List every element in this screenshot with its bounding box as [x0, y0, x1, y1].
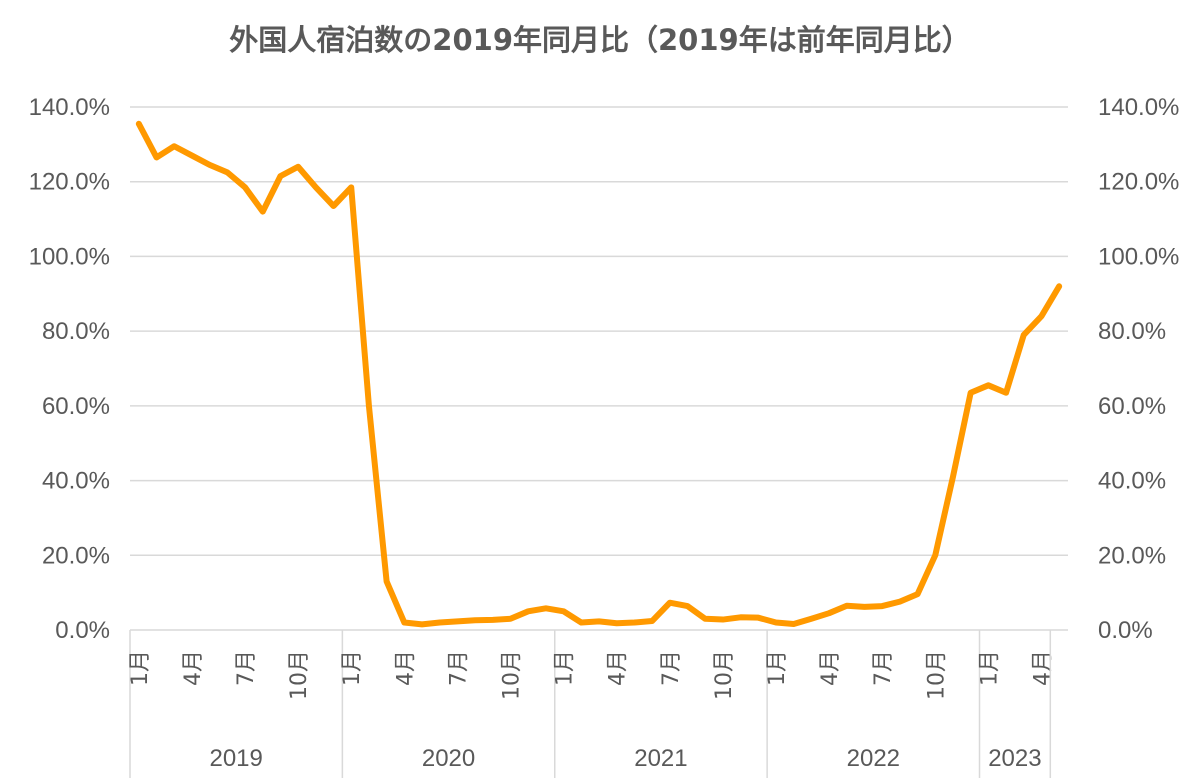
x-tick-label-month: 10月 — [712, 650, 737, 700]
y-axis-right-ticks: 0.0% 20.0% 40.0% 60.0% 80.0% 100.0% 120.0% 140.… — [1098, 94, 1179, 644]
x-tick-label-month: 10月 — [924, 650, 949, 700]
y-tick-label-right: 20.0% — [1098, 542, 1166, 569]
gridlines — [130, 106, 1068, 631]
x-tick-label-month: 1月 — [977, 650, 1002, 686]
x-axis: 1月 4月 7月 10月 2019 1月 4月 7月 10月 2020 1月 4月 7月 10月 2021 1… — [128, 630, 1055, 778]
x-tick-label-month: 7月 — [659, 650, 684, 686]
x-tick-label-month: 4月 — [181, 650, 206, 686]
y-axis-left-ticks: 0.0% 20.0% 40.0% 60.0% 80.0% 100.0% 120.0% 140.… — [29, 94, 110, 644]
x-tick-label-month: 4月 — [393, 650, 418, 686]
x-tick-label-month: 4月 — [606, 650, 631, 686]
y-tick-label-right: 60.0% — [1098, 393, 1166, 420]
x-tick-label-month: 4月 — [818, 650, 843, 686]
x-group-label-year: 2022 — [847, 745, 900, 772]
x-group-label-year: 2020 — [422, 745, 475, 772]
y-tick-label-right: 100.0% — [1098, 243, 1179, 270]
y-tick-label-right: 40.0% — [1098, 468, 1166, 495]
y-tick-label-right: 140.0% — [1098, 94, 1179, 121]
x-tick-label-month: 1月 — [340, 650, 365, 686]
x-tick-label-month: 4月 — [1030, 650, 1055, 686]
y-tick-label-left: 20.0% — [42, 542, 110, 569]
x-group-label-year: 2019 — [209, 745, 262, 772]
x-tick-label-month: 10月 — [500, 650, 525, 700]
chart-title: 外国人宿泊数の2019年同月比（2019年は前年同月比） — [229, 23, 970, 57]
x-tick-label-month: 7月 — [871, 650, 896, 686]
y-tick-label-left: 140.0% — [29, 94, 110, 121]
series-layer — [135, 120, 1063, 628]
series-line — [135, 120, 1063, 628]
x-tick-label-month: 7月 — [234, 650, 259, 686]
y-tick-label-right: 0.0% — [1098, 617, 1153, 644]
y-tick-label-left: 60.0% — [42, 393, 110, 420]
y-tick-label-right: 120.0% — [1098, 169, 1179, 196]
y-tick-label-left: 100.0% — [29, 243, 110, 270]
x-tick-label-month: 1月 — [553, 650, 578, 686]
x-group-label-year: 2023 — [988, 745, 1041, 772]
x-tick-label-month: 1月 — [765, 650, 790, 686]
x-tick-label-month: 7月 — [446, 650, 471, 686]
y-tick-label-right: 80.0% — [1098, 318, 1166, 345]
y-tick-label-left: 40.0% — [42, 468, 110, 495]
x-group-label-year: 2021 — [634, 745, 687, 772]
x-tick-label-month: 1月 — [128, 650, 153, 686]
y-tick-label-left: 80.0% — [42, 318, 110, 345]
y-tick-label-left: 0.0% — [55, 617, 110, 644]
y-tick-label-left: 120.0% — [29, 169, 110, 196]
x-tick-label-month: 10月 — [287, 650, 312, 700]
